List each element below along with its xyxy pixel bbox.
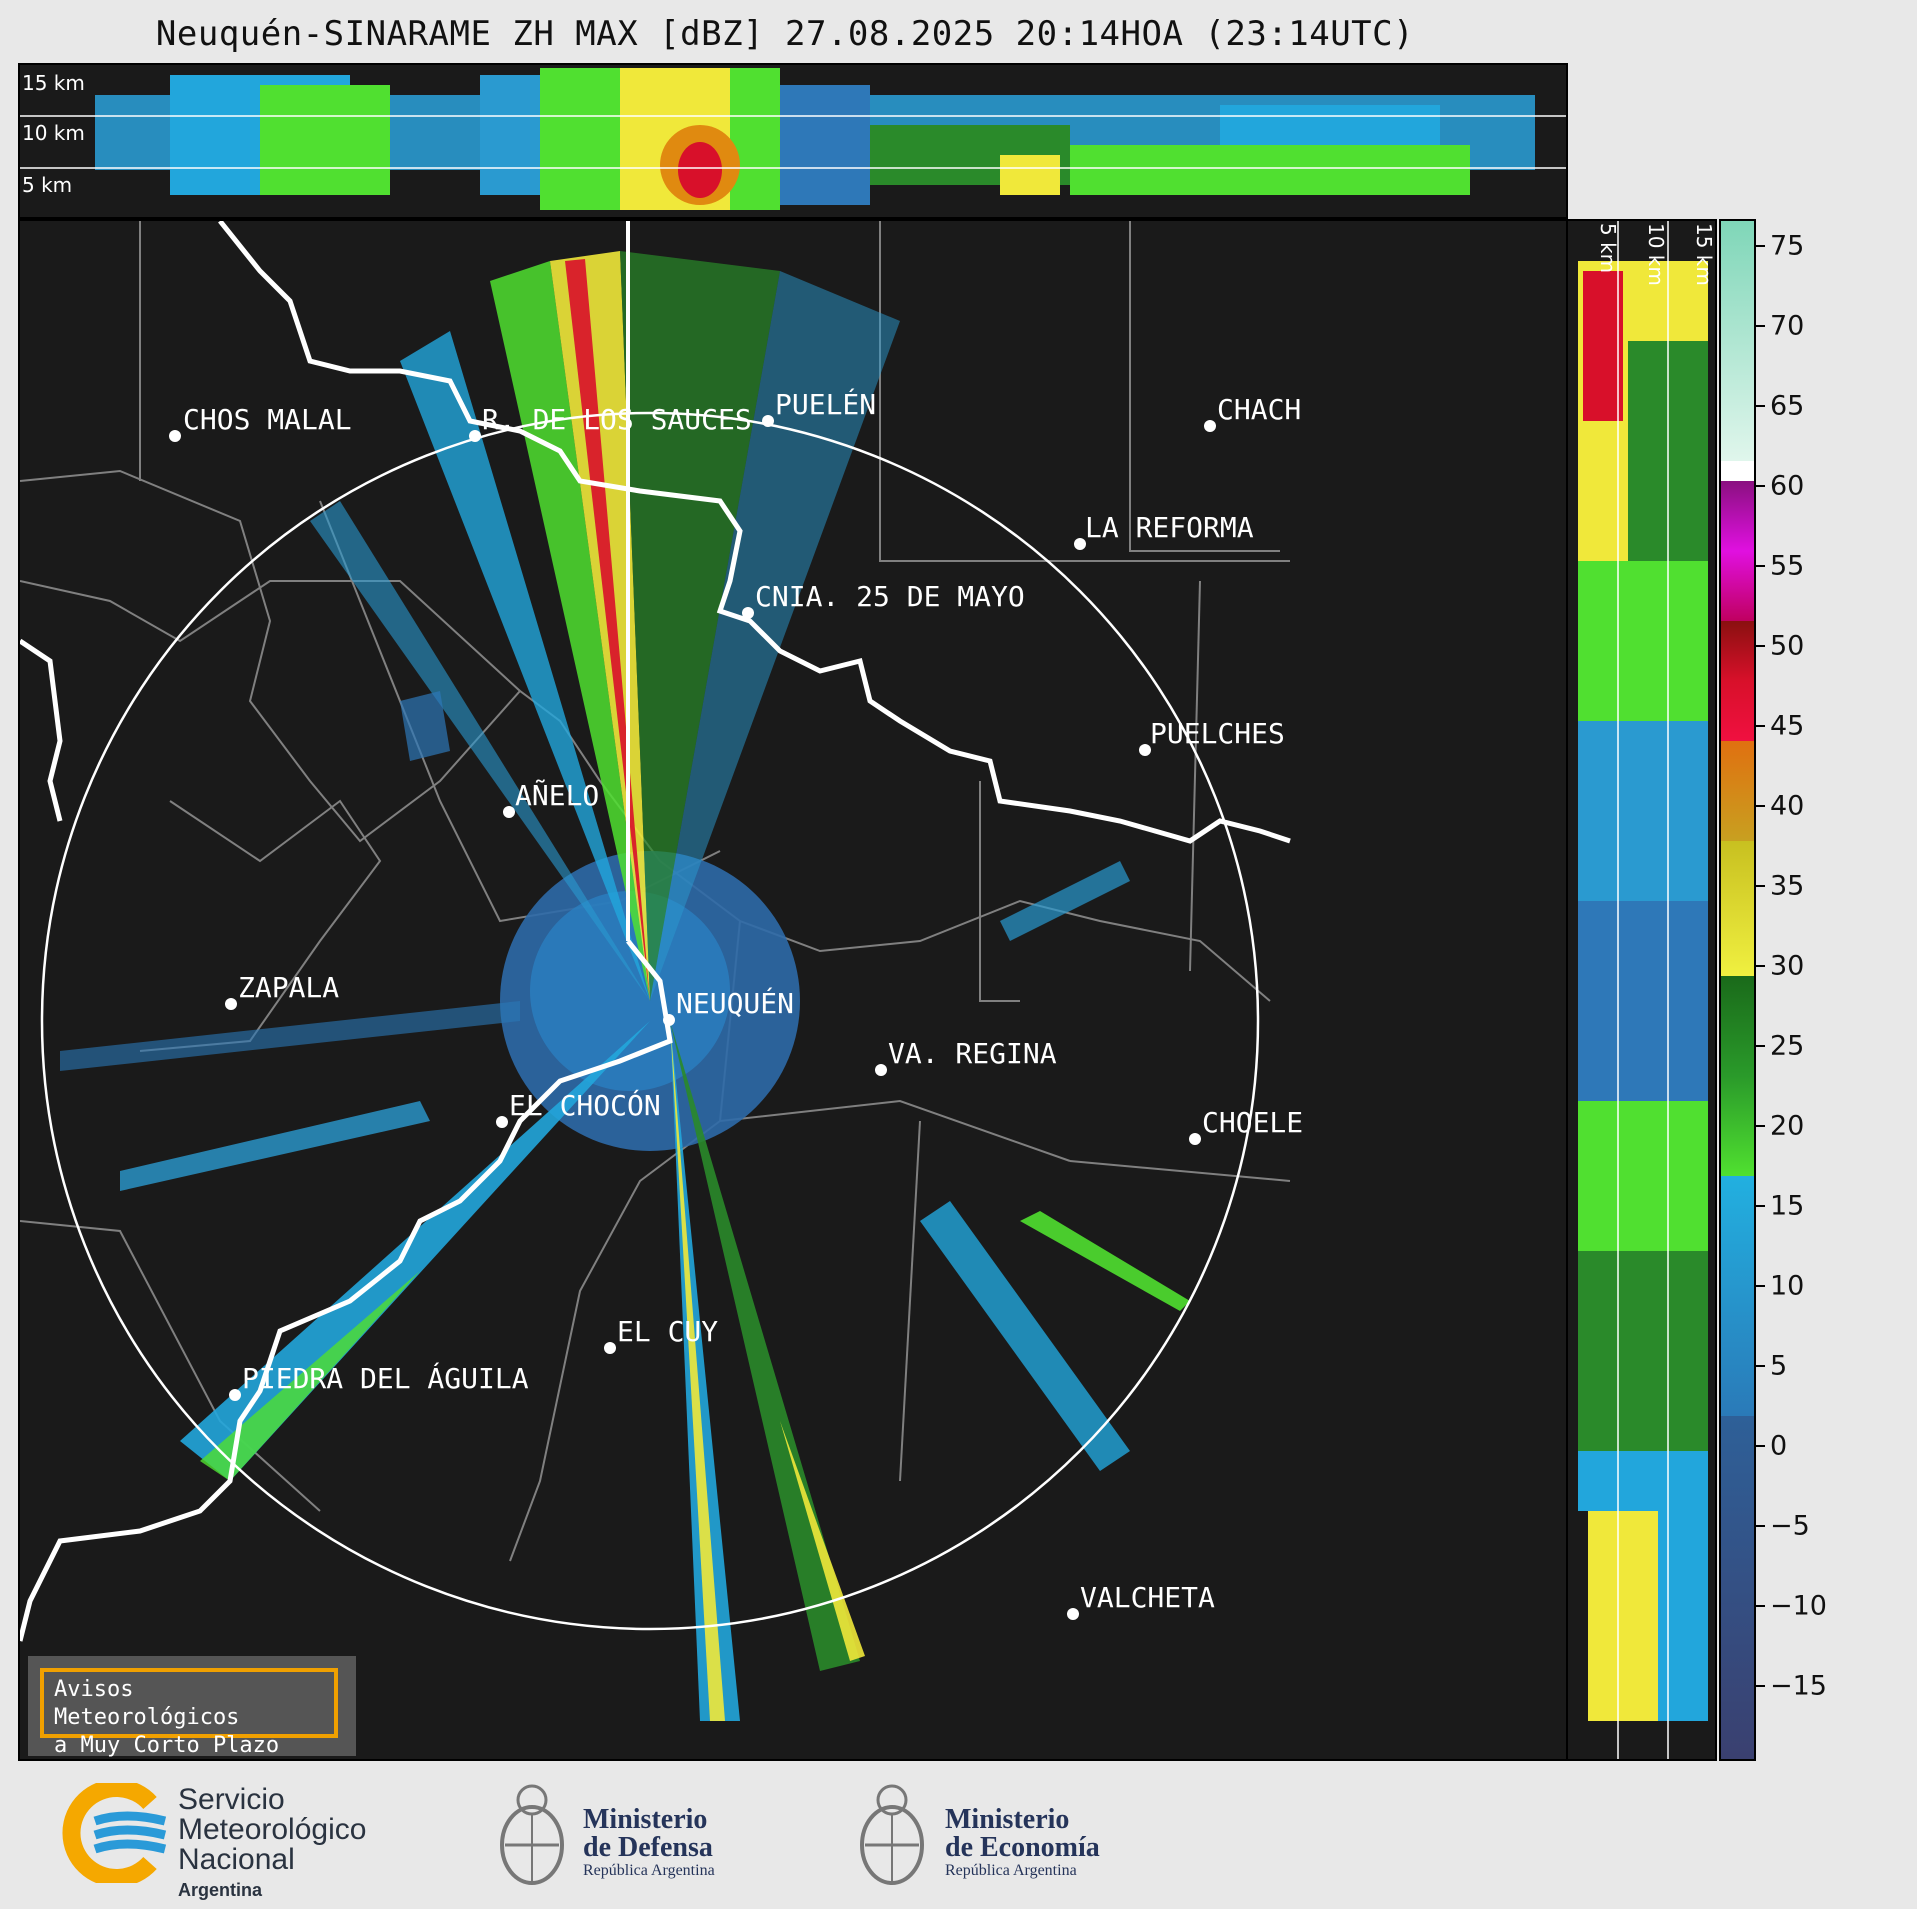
economia-name: Ministerio de Economía República Argenti… <box>945 1806 1100 1880</box>
cb-tick-label: 0 <box>1770 1430 1788 1462</box>
city-la-reforma: LA REFORMA <box>1085 511 1254 544</box>
cities: CHOS MALAL R. DE LOS SAUCES PUELÉN CHACH… <box>169 387 1303 1620</box>
aviso-box: Avisos Meteorológicos a Muy Corto Plazo <box>28 1656 356 1758</box>
cb-tick-label: 10 <box>1770 1270 1805 1302</box>
smn-logo-icon <box>62 1783 167 1883</box>
side-cross-section: 5 km 10 km 15 km <box>1566 219 1717 1761</box>
cb-tick-label: −5 <box>1770 1510 1810 1542</box>
cb-tick-label: 40 <box>1770 790 1805 822</box>
city-colonia-25-de-mayo: CNIA. 25 DE MAYO <box>755 580 1025 613</box>
city-neuquen: NEUQUÉN <box>676 986 794 1020</box>
top-label-10km: 10 km <box>22 121 85 145</box>
radar-map: CHOS MALAL R. DE LOS SAUCES PUELÉN CHACH… <box>18 219 1568 1761</box>
cb-tick-label: −10 <box>1770 1590 1827 1622</box>
department-borders <box>20 221 1291 1562</box>
city-el-chocon: EL CHOCÓN <box>509 1088 661 1122</box>
cb-tick-label: 50 <box>1770 630 1805 662</box>
radar-echoes <box>60 251 1190 1721</box>
economia-line2: de Economía <box>945 1832 1100 1863</box>
smn-line4: Argentina <box>178 1880 263 1900</box>
cb-tick-label: 5 <box>1770 1350 1788 1382</box>
economia-line1: Ministerio <box>945 1804 1070 1835</box>
aviso-line1: Avisos Meteorológicos <box>54 1677 240 1730</box>
side-label-10km: 10 km <box>1644 223 1668 286</box>
cb-tick-label: 75 <box>1770 230 1805 262</box>
top-cross-section: 15 km 10 km 5 km <box>18 63 1568 219</box>
cb-tick-label: 55 <box>1770 550 1805 582</box>
city-el-cuy: EL CUY <box>617 1315 718 1348</box>
cb-tick-label: 20 <box>1770 1110 1805 1142</box>
range-ring <box>40 411 1260 1631</box>
side-label-5km: 5 km <box>1596 223 1620 274</box>
smn-line1: Servicio <box>178 1783 285 1816</box>
cb-tick-label: 70 <box>1770 310 1805 342</box>
radar-map-svg: CHOS MALAL R. DE LOS SAUCES PUELÉN CHACH… <box>20 221 1566 1759</box>
city-rincon-de-los-sauces: R. DE LOS SAUCES <box>482 403 752 436</box>
cb-tick-label: 45 <box>1770 710 1805 742</box>
cb-tick-label: 25 <box>1770 1030 1805 1062</box>
page-title: Neuquén-SINARAME ZH MAX [dBZ] 27.08.2025… <box>155 14 1415 54</box>
city-piedra-del-aguila: PIEDRA DEL ÁGUILA <box>242 1361 529 1395</box>
side-cross-section-plot <box>1568 221 1715 1759</box>
smn-name: Servicio Meteorológico Nacional Argentin… <box>178 1785 366 1905</box>
colorbar <box>1719 219 1756 1761</box>
side-label-15km: 15 km <box>1692 223 1716 286</box>
top-label-5km: 5 km <box>22 173 73 197</box>
city-chos-malal: CHOS MALAL <box>183 403 352 436</box>
escudo-economia-icon <box>860 1784 924 1885</box>
cb-tick-label: 15 <box>1770 1190 1805 1222</box>
cb-tick-label: −15 <box>1770 1670 1827 1702</box>
smn-line3: Nacional <box>178 1843 295 1876</box>
cb-tick-label: 60 <box>1770 470 1805 502</box>
city-valcheta: VALCHETA <box>1080 1581 1215 1614</box>
city-puelches: PUELCHES <box>1150 717 1285 750</box>
cb-tick-label: 35 <box>1770 870 1805 902</box>
defensa-line2: de Defensa <box>583 1832 713 1863</box>
city-chachar: CHACH <box>1217 393 1301 426</box>
city-villa-regina: VA. REGINA <box>888 1037 1057 1070</box>
top-cross-section-plot <box>20 65 1566 217</box>
defensa-line1: Ministerio <box>583 1804 708 1835</box>
city-choele-choel: CHOELE <box>1202 1106 1303 1139</box>
defensa-line3: República Argentina <box>583 1862 715 1879</box>
cb-tick-label: 30 <box>1770 950 1805 982</box>
economia-line3: República Argentina <box>945 1862 1077 1879</box>
smn-line2: Meteorológico <box>178 1813 367 1846</box>
city-puelen: PUELÉN <box>775 387 876 421</box>
city-zapala: ZAPALA <box>238 971 339 1004</box>
aviso-frame: Avisos Meteorológicos a Muy Corto Plazo <box>40 1668 338 1758</box>
top-label-15km: 15 km <box>22 71 85 95</box>
city-anelo: AÑELO <box>515 778 599 812</box>
province-borders <box>20 221 1291 1642</box>
cb-tick-label: 65 <box>1770 390 1805 422</box>
cb-tick <box>1756 245 1765 247</box>
escudo-defensa-icon <box>500 1784 564 1885</box>
defensa-name: Ministerio de Defensa República Argentin… <box>583 1806 715 1880</box>
aviso-line2: a Muy Corto Plazo <box>54 1733 280 1758</box>
